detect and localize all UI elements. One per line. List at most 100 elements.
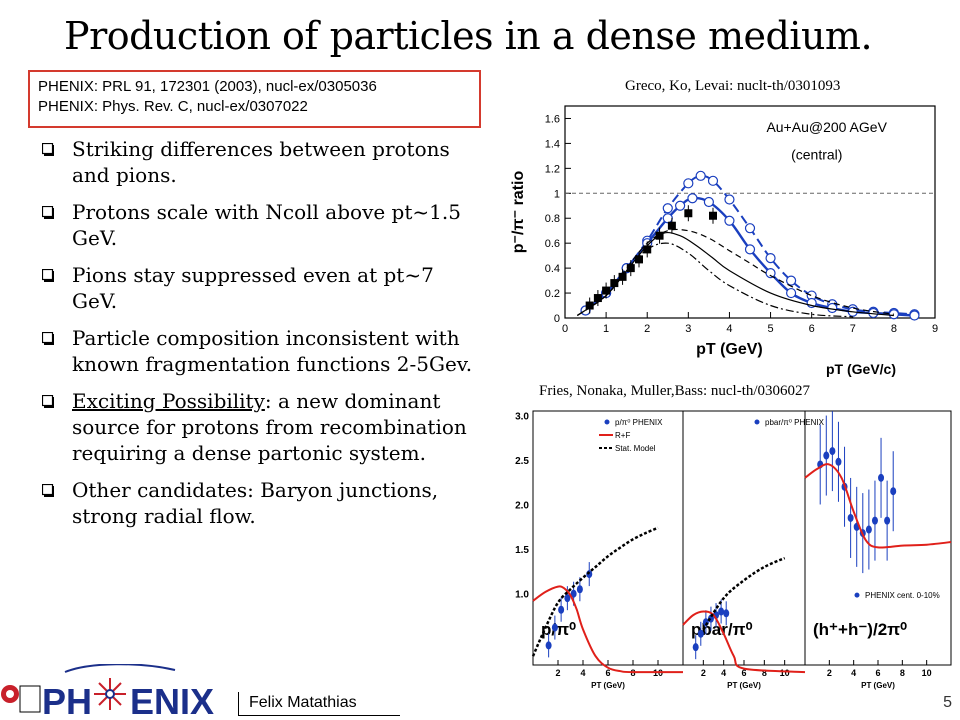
presenter-name: Felix Matathias <box>238 692 400 716</box>
legend-label: PHENIX cent. 0-10% <box>865 591 940 600</box>
y-tick-label: 0.6 <box>545 238 560 250</box>
data-point <box>662 203 673 214</box>
model-curve <box>682 610 806 674</box>
x-tick-label: 4 <box>726 323 732 335</box>
y-tick-label: 1.6 <box>545 113 560 125</box>
data-point <box>687 193 698 204</box>
data-point <box>765 253 776 264</box>
y-tick-label: 1 <box>554 188 560 200</box>
data-point <box>570 589 577 598</box>
data-point <box>635 255 643 264</box>
y-tick-label: 0.2 <box>545 288 560 300</box>
checkbox-bullet-icon <box>42 332 54 345</box>
legend-label: p/π⁰ PHENIX <box>615 418 663 427</box>
slide-title: Production of particles in a dense mediu… <box>64 14 873 58</box>
data-point <box>643 245 652 254</box>
series-line <box>576 242 853 318</box>
bullet-item: Striking differences between protons and… <box>42 136 482 188</box>
model-curve <box>532 585 684 674</box>
data-point <box>626 264 635 273</box>
ratio-panels-chart: 1.0 1.5 2.0 2.5 3.0 2 4 6 8 10 PT (GeV) p/π⁰ p/π⁰ PH… <box>515 410 952 690</box>
data-point <box>878 473 885 482</box>
bullet-highlight: Exciting Possibility <box>72 389 265 413</box>
data-point <box>829 447 836 456</box>
bullet-item: Exciting Possibility: a new dominant sou… <box>42 388 482 466</box>
bullet-text: Other candidates: Baryon junctions, stro… <box>72 478 439 528</box>
y-tick-label: 1.4 <box>545 138 560 150</box>
checkbox-bullet-icon <box>42 143 54 156</box>
x-tick-label: 4 <box>721 668 726 678</box>
legend-label: Stat. Model <box>615 444 656 453</box>
data-point <box>786 287 797 299</box>
x-tick-label: 8 <box>891 323 897 335</box>
data-point <box>823 451 830 460</box>
data-point <box>545 641 552 650</box>
y-axis-label: p⁻/π⁻ ratio <box>510 171 527 254</box>
phenix-logo: PH ENIX <box>1 664 214 720</box>
y-tick-label: 0.8 <box>545 213 560 225</box>
data-point <box>890 487 897 496</box>
data-point <box>610 279 619 288</box>
x-tick-label: 6 <box>741 668 746 678</box>
data-point <box>662 213 673 224</box>
data-point <box>586 570 593 579</box>
x-tick-label: 9 <box>932 323 938 335</box>
checkbox-bullet-icon <box>42 484 54 497</box>
checkbox-bullet-icon <box>42 395 54 408</box>
bullet-item: Pions stay suppressed even at pt~7 GeV. <box>42 262 482 314</box>
data-point <box>744 223 756 234</box>
data-point <box>602 286 611 295</box>
logo-emblem-icon <box>1 685 41 713</box>
panel-label: p/π⁰ <box>541 620 576 639</box>
legend-label: pbar/π⁰ PHENIX <box>765 418 825 427</box>
data-point <box>765 268 776 279</box>
data-point <box>684 209 693 218</box>
x-tick-label: 2 <box>555 668 560 678</box>
data-point <box>723 609 730 618</box>
bullet-text: : a new dominant source for protons from… <box>72 389 467 465</box>
plot-frame <box>564 105 936 319</box>
bullet-text: Particle composition inconsistent with k… <box>72 326 473 376</box>
data-point <box>871 516 878 525</box>
x-tick-label: 2 <box>701 668 706 678</box>
y-tick-label: 1.5 <box>515 545 529 556</box>
x-axis-label: PT (GeV) <box>727 681 761 690</box>
data-point <box>835 457 842 466</box>
data-point <box>707 175 719 186</box>
data-point <box>709 211 717 220</box>
panel-label: (h⁺+h⁻)/2π⁰ <box>813 620 907 639</box>
data-point <box>847 513 854 522</box>
x-axis-label: PT (GeV) <box>591 681 625 690</box>
bullet-item: Protons scale with Ncoll above pt~1.5 Ge… <box>42 199 482 251</box>
logo-sunburst-icon <box>94 678 126 710</box>
data-point <box>695 170 706 181</box>
x-tick-label: 2 <box>827 668 832 678</box>
data-point <box>576 585 583 594</box>
bullet-list: Striking differences between protons and… <box>42 136 482 540</box>
data-point <box>697 629 704 638</box>
data-point <box>744 244 756 255</box>
data-point <box>865 525 872 534</box>
x-tick-label: 5 <box>767 323 773 335</box>
x-tick-label: 8 <box>900 668 905 678</box>
data-point <box>551 623 558 632</box>
data-point <box>692 643 699 652</box>
x-axis-label: PT (GeV) <box>861 681 895 690</box>
x-tick-label: 7 <box>850 323 856 335</box>
x-tick-label: 10 <box>780 668 790 678</box>
data-point <box>718 607 725 616</box>
y-tick-label: 1.2 <box>545 163 560 175</box>
x-tick-label: 4 <box>851 668 856 678</box>
x-tick-label: 8 <box>762 668 767 678</box>
chart-title: Au+Au@200 AGeV <box>766 119 887 135</box>
x-tick-label: 2 <box>644 323 650 335</box>
bullet-item: Particle composition inconsistent with k… <box>42 325 482 377</box>
data-point <box>827 302 838 314</box>
logo-arc <box>64 664 176 673</box>
data-point <box>655 231 664 240</box>
x-tick-label: 3 <box>685 323 691 335</box>
data-point <box>724 194 735 205</box>
data-point <box>675 200 686 211</box>
x-tick-label: 6 <box>809 323 815 335</box>
ratio-chart: 0 1 2 3 4 5 6 7 8 9 0 0.2 0.4 0.6 0.8 1 1.2 1.4 1.6 Au+Au@2… <box>510 105 938 377</box>
